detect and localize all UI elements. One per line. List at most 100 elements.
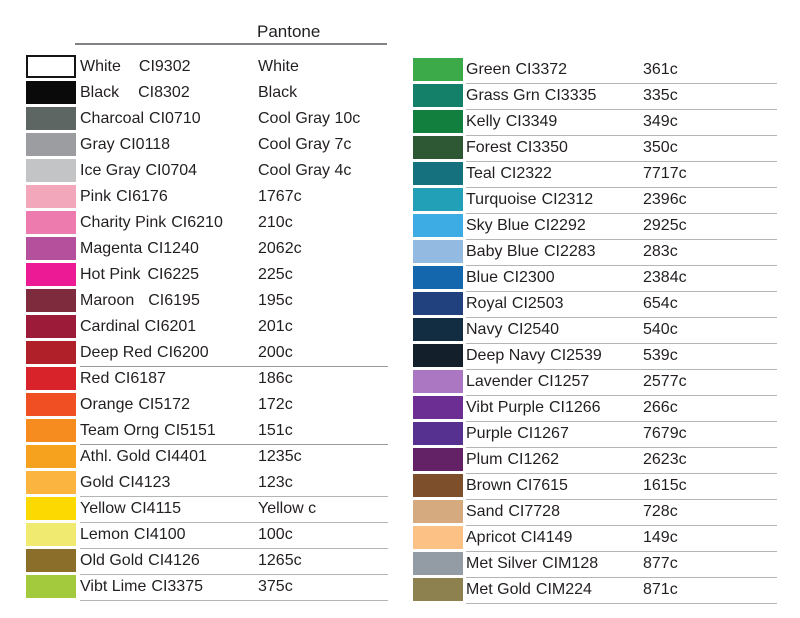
color-name: Vibt Purple [466,399,544,416]
color-label: Baby Blue CI2283 [466,240,596,263]
color-swatch [413,344,463,367]
row-divider [80,496,388,497]
color-swatch [413,188,463,211]
color-name: Deep Navy [466,347,546,364]
pantone-value: 335c [643,87,678,104]
color-label: Deep Navy CI2539 [466,344,602,367]
header-divider [75,43,387,45]
color-code: CI3349 [505,113,558,130]
color-row-CI6225: Hot Pink CI6225 225c [26,263,391,289]
color-code: CI6187 [114,370,166,387]
color-name: Met Gold [466,581,531,598]
color-code: CI2300 [503,269,555,286]
color-name: Gold [80,474,114,491]
color-code: CI1267 [517,425,569,442]
color-code: CI4115 [130,500,182,517]
row-divider [80,366,388,367]
color-row-CI3375: Vibt Lime CI3375 375c [26,575,391,601]
color-name: Green [466,61,511,78]
color-row-CI6187: Red CI6187 186c [26,367,391,393]
color-name: Deep Red [80,344,153,361]
color-swatch [413,500,463,523]
row-divider [80,548,388,549]
color-row-CI5151: Team Orng CI5151 151c [26,419,391,445]
color-label: Navy CI2540 [466,318,559,341]
color-name: Old Gold [80,552,144,569]
color-code: CI2312 [541,191,594,208]
color-name: Baby Blue [466,243,539,260]
color-label: Ice Gray CI0704 [80,159,197,182]
pantone-value: 266c [643,399,678,416]
row-divider [466,603,777,604]
pantone-value: 7717c [643,165,687,182]
color-label: Vibt Purple CI1266 [466,396,601,419]
color-row-CI4149: Apricot CI4149 149c [413,526,779,552]
color-swatch [26,81,76,104]
color-row-CI2300: Blue CI2300 2384c [413,266,779,292]
pantone-value: 201c [258,318,293,335]
row-divider [466,213,777,214]
row-divider [466,187,777,188]
color-name: White [80,58,121,75]
color-code: CI2503 [511,295,564,312]
color-name: Lavender [466,373,533,390]
color-row-CI2539: Deep Navy CI2539 539c [413,344,779,370]
color-swatch [413,214,463,237]
color-swatch [26,211,76,234]
color-label: Charcoal CI0710 [80,107,201,130]
color-row-CI3349: Kelly CI3349 349c [413,110,779,136]
pantone-value: 350c [643,139,678,156]
color-row-CI3350: Forest CI3350 350c [413,136,779,162]
row-divider [466,525,777,526]
color-row-CI5172: Orange CI5172 172c [26,393,391,419]
color-label: Grass Grn CI3335 [466,84,596,107]
color-row-CI1240: Magenta CI1240 2062c [26,237,391,263]
row-divider [80,574,388,575]
pantone-value: White [258,58,299,75]
color-swatch [413,526,463,549]
color-row-CI4100: Lemon CI4100 100c [26,523,391,549]
color-name: Hot Pink [80,266,141,283]
color-name: Blue [466,269,499,286]
color-label: Brown CI7615 [466,474,568,497]
color-name: Sand [466,503,504,520]
row-divider [466,369,777,370]
color-row-CI6201: Cardinal CI6201 201c [26,315,391,341]
color-code: CI5172 [138,396,190,413]
color-label: Teal CI2322 [466,162,552,185]
color-swatch [413,448,463,471]
row-divider [466,135,777,136]
color-row-CI2292: Sky Blue CI2292 2925c [413,214,779,240]
color-label: Magenta CI1240 [80,237,199,260]
pantone-value: Black [258,84,298,101]
color-name: Black [80,84,120,101]
color-column-right: Green CI3372 361c Grass Grn CI3335 335c Kelly C… [413,58,779,604]
color-swatch [26,185,76,208]
color-swatch [413,266,463,289]
color-swatch [413,84,463,107]
color-row-CI7728: Sand CI7728 728c [413,500,779,526]
color-code: CI0704 [145,162,198,179]
pantone-value: 100c [258,526,293,543]
color-label: Gray CI0118 [80,133,170,156]
color-swatch [413,318,463,341]
pantone-column-header: Pantone [257,22,321,41]
color-label: Sky Blue CI2292 [466,214,586,237]
color-label: Yellow CI4115 [80,497,181,520]
color-label: Maroon CI6195 [80,289,200,312]
pantone-value: 200c [258,344,293,361]
color-code: CIM128 [542,555,599,572]
color-name: Maroon [80,292,135,309]
pantone-value: 149c [643,529,678,546]
color-label: Blue CI2300 [466,266,555,289]
color-swatch [413,136,463,159]
color-name: Red [80,370,110,387]
color-row-CI6195: Maroon CI6195 195c [26,289,391,315]
color-swatch [413,396,463,419]
color-swatch [26,237,76,260]
pantone-value: 2384c [643,269,687,286]
row-divider [466,291,777,292]
color-swatch [26,471,76,494]
color-label: Lavender CI1257 [466,370,589,393]
